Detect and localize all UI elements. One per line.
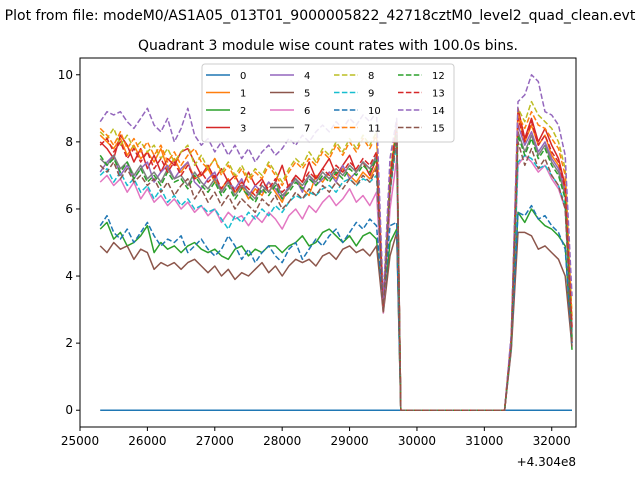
- series-line-12: [99, 127, 573, 411]
- y-tick-label-6: 6: [65, 202, 73, 216]
- legend-box: [201, 63, 455, 143]
- legend-label-14: 14: [432, 106, 445, 117]
- x-offset-label: +4.304e8: [517, 455, 576, 469]
- chart-title: Quadrant 3 module wise count rates with …: [138, 38, 518, 54]
- x-tick-label-27000: 27000: [196, 434, 234, 448]
- x-tick-label-25000: 25000: [61, 434, 99, 448]
- x-tick-label-32000: 32000: [533, 434, 571, 448]
- legend-label-10: 10: [368, 106, 381, 117]
- figure-suptitle: Plot from file: modeM0/AS1A05_013T01_900…: [4, 8, 636, 24]
- legend-label-0: 0: [240, 71, 246, 82]
- y-tick-label-10: 10: [58, 68, 73, 82]
- legend-label-4: 4: [304, 71, 310, 82]
- axes-frame: [79, 57, 577, 428]
- series-line-11: [99, 110, 573, 411]
- series-line-13: [99, 117, 573, 411]
- legend-label-2: 2: [240, 106, 246, 117]
- x-tick-label-31000: 31000: [465, 434, 503, 448]
- x-tick-label-26000: 26000: [128, 434, 166, 448]
- x-tick-label-28000: 28000: [263, 434, 301, 448]
- legend-label-5: 5: [304, 89, 310, 100]
- legend-label-6: 6: [304, 106, 310, 117]
- series-line-1: [99, 114, 573, 411]
- series-line-8: [99, 100, 573, 411]
- legend-label-8: 8: [368, 71, 374, 82]
- legend-label-13: 13: [432, 89, 445, 100]
- legend-label-11: 11: [368, 124, 381, 135]
- plot-area: 25000 26000 27000 28000 29000 30000 31000 32000…: [58, 57, 577, 448]
- series-line-6: [99, 154, 573, 411]
- legend-label-15: 15: [432, 124, 445, 135]
- y-tick-label-8: 8: [65, 135, 73, 149]
- y-tick-label-4: 4: [65, 269, 73, 283]
- series-line-2: [99, 208, 573, 411]
- legend-label-9: 9: [368, 89, 374, 100]
- x-tick-label-29000: 29000: [330, 434, 368, 448]
- legend-label-3: 3: [240, 124, 246, 135]
- y-tick-label-0: 0: [65, 403, 73, 417]
- x-tick-label-30000: 30000: [398, 434, 436, 448]
- y-tick-label-2: 2: [65, 336, 73, 350]
- legend-label-12: 12: [432, 71, 445, 82]
- legend-label-1: 1: [240, 89, 246, 100]
- series-line-5: [99, 231, 573, 411]
- legend-label-7: 7: [304, 124, 310, 135]
